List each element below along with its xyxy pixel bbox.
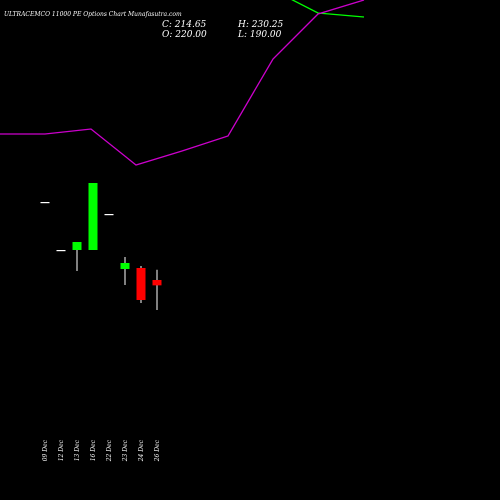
x-tick-label: 22 Dec [106, 439, 113, 462]
x-tick-label: 13 Dec [74, 439, 81, 461]
upper-band-line [291, 0, 365, 18]
low-value: L: 190.00 [238, 30, 282, 40]
candle-body [88, 183, 98, 250]
candle-0 [40, 202, 50, 204]
candle-body [40, 202, 50, 204]
candle-1 [56, 250, 66, 252]
open-value: O: 220.00 [162, 30, 207, 40]
lower-band-line [0, 0, 365, 166]
candle-body [120, 263, 130, 269]
candle-body [152, 280, 162, 286]
candle-body [72, 242, 82, 250]
candle-3 [88, 183, 98, 250]
x-axis-ticks: 09 Dec 12 Dec 13 Dec 16 Dec 22 Dec 23 Dec 24 D… [42, 439, 161, 462]
candle-body [104, 214, 114, 216]
x-tick-label: 26 Dec [154, 439, 161, 462]
candle-7 [152, 269, 162, 310]
x-tick-label: 16 Dec [90, 439, 97, 461]
candle-4 [104, 214, 114, 216]
candle-body [56, 250, 66, 252]
candle-2 [72, 242, 82, 271]
x-tick-label: 23 Dec [122, 439, 129, 462]
close-value: C: 214.65 [162, 20, 207, 30]
chart-title: ULTRACEMCO 11000 PE Options Chart Munafa… [4, 11, 182, 18]
x-tick-label: 09 Dec [42, 439, 49, 461]
x-tick-label: 12 Dec [58, 439, 65, 461]
candle-5 [120, 257, 130, 285]
candle-6 [136, 266, 146, 303]
candle-body [136, 268, 146, 300]
high-value: H: 230.25 [238, 20, 284, 30]
x-tick-label: 24 Dec [138, 439, 145, 462]
candles-group [40, 183, 162, 310]
